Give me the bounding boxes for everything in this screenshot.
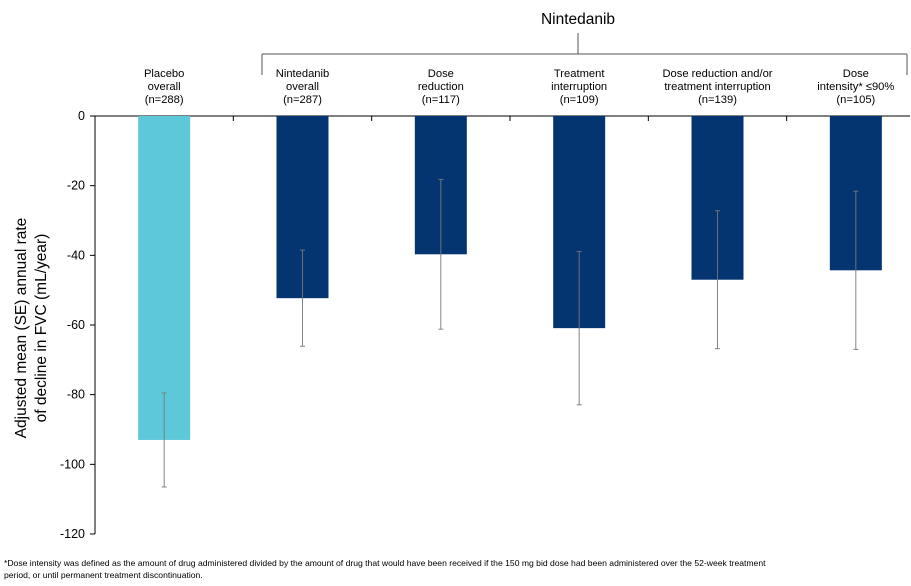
y-axis-title-line: of decline in FVC (mL/year) <box>33 234 50 423</box>
y-tick-label: -120 <box>60 527 85 541</box>
category-label-line: overall <box>286 81 319 93</box>
fvc-decline-bar-chart: 0 -20 -40 -60 -80 -100 -120 Adjusted mean (SE) … <box>13 11 910 541</box>
category-label-line: Treatment <box>554 68 605 80</box>
category-label-line: intensity* ≤90% <box>817 81 894 93</box>
category-label-line: treatment interruption <box>664 81 770 93</box>
category-label-line: interruption <box>551 81 607 93</box>
category-label-line: (n=105) <box>836 94 875 106</box>
y-tick-label: 0 <box>78 109 85 123</box>
category-label-line: overall <box>148 81 181 93</box>
category-label-line: Dose reduction and/or <box>662 68 772 80</box>
category-label-line: Placebo <box>144 68 184 80</box>
category-label-line: Dose <box>843 68 869 80</box>
y-axis-title-line: Adjusted mean (SE) annual rate <box>13 218 30 439</box>
y-tick-label: -40 <box>67 248 85 262</box>
y-tick-label: -20 <box>67 179 85 193</box>
category-label-line: Dose <box>428 68 454 80</box>
bar <box>138 116 191 440</box>
category-label-line: (n=117) <box>422 94 460 106</box>
footnote-line-1: *Dose intensity was defined as the amoun… <box>4 558 766 568</box>
category-label-line: reduction <box>418 81 464 93</box>
category-label-line: Nintedanib <box>276 68 330 80</box>
y-tick-label: -100 <box>60 457 85 471</box>
group-label: Nintedanib <box>541 11 615 28</box>
footnote: *Dose intensity was defined as the amoun… <box>4 557 909 581</box>
category-label-line: (n=139) <box>698 94 737 106</box>
y-tick-label: -60 <box>67 318 85 332</box>
footnote-line-2: period, or until permanent treatment dis… <box>4 570 203 580</box>
y-tick-label: -80 <box>67 388 85 402</box>
category-label-line: (n=288) <box>145 94 184 106</box>
category-label-line: (n=109) <box>560 94 599 106</box>
category-label-line: (n=287) <box>283 94 322 106</box>
